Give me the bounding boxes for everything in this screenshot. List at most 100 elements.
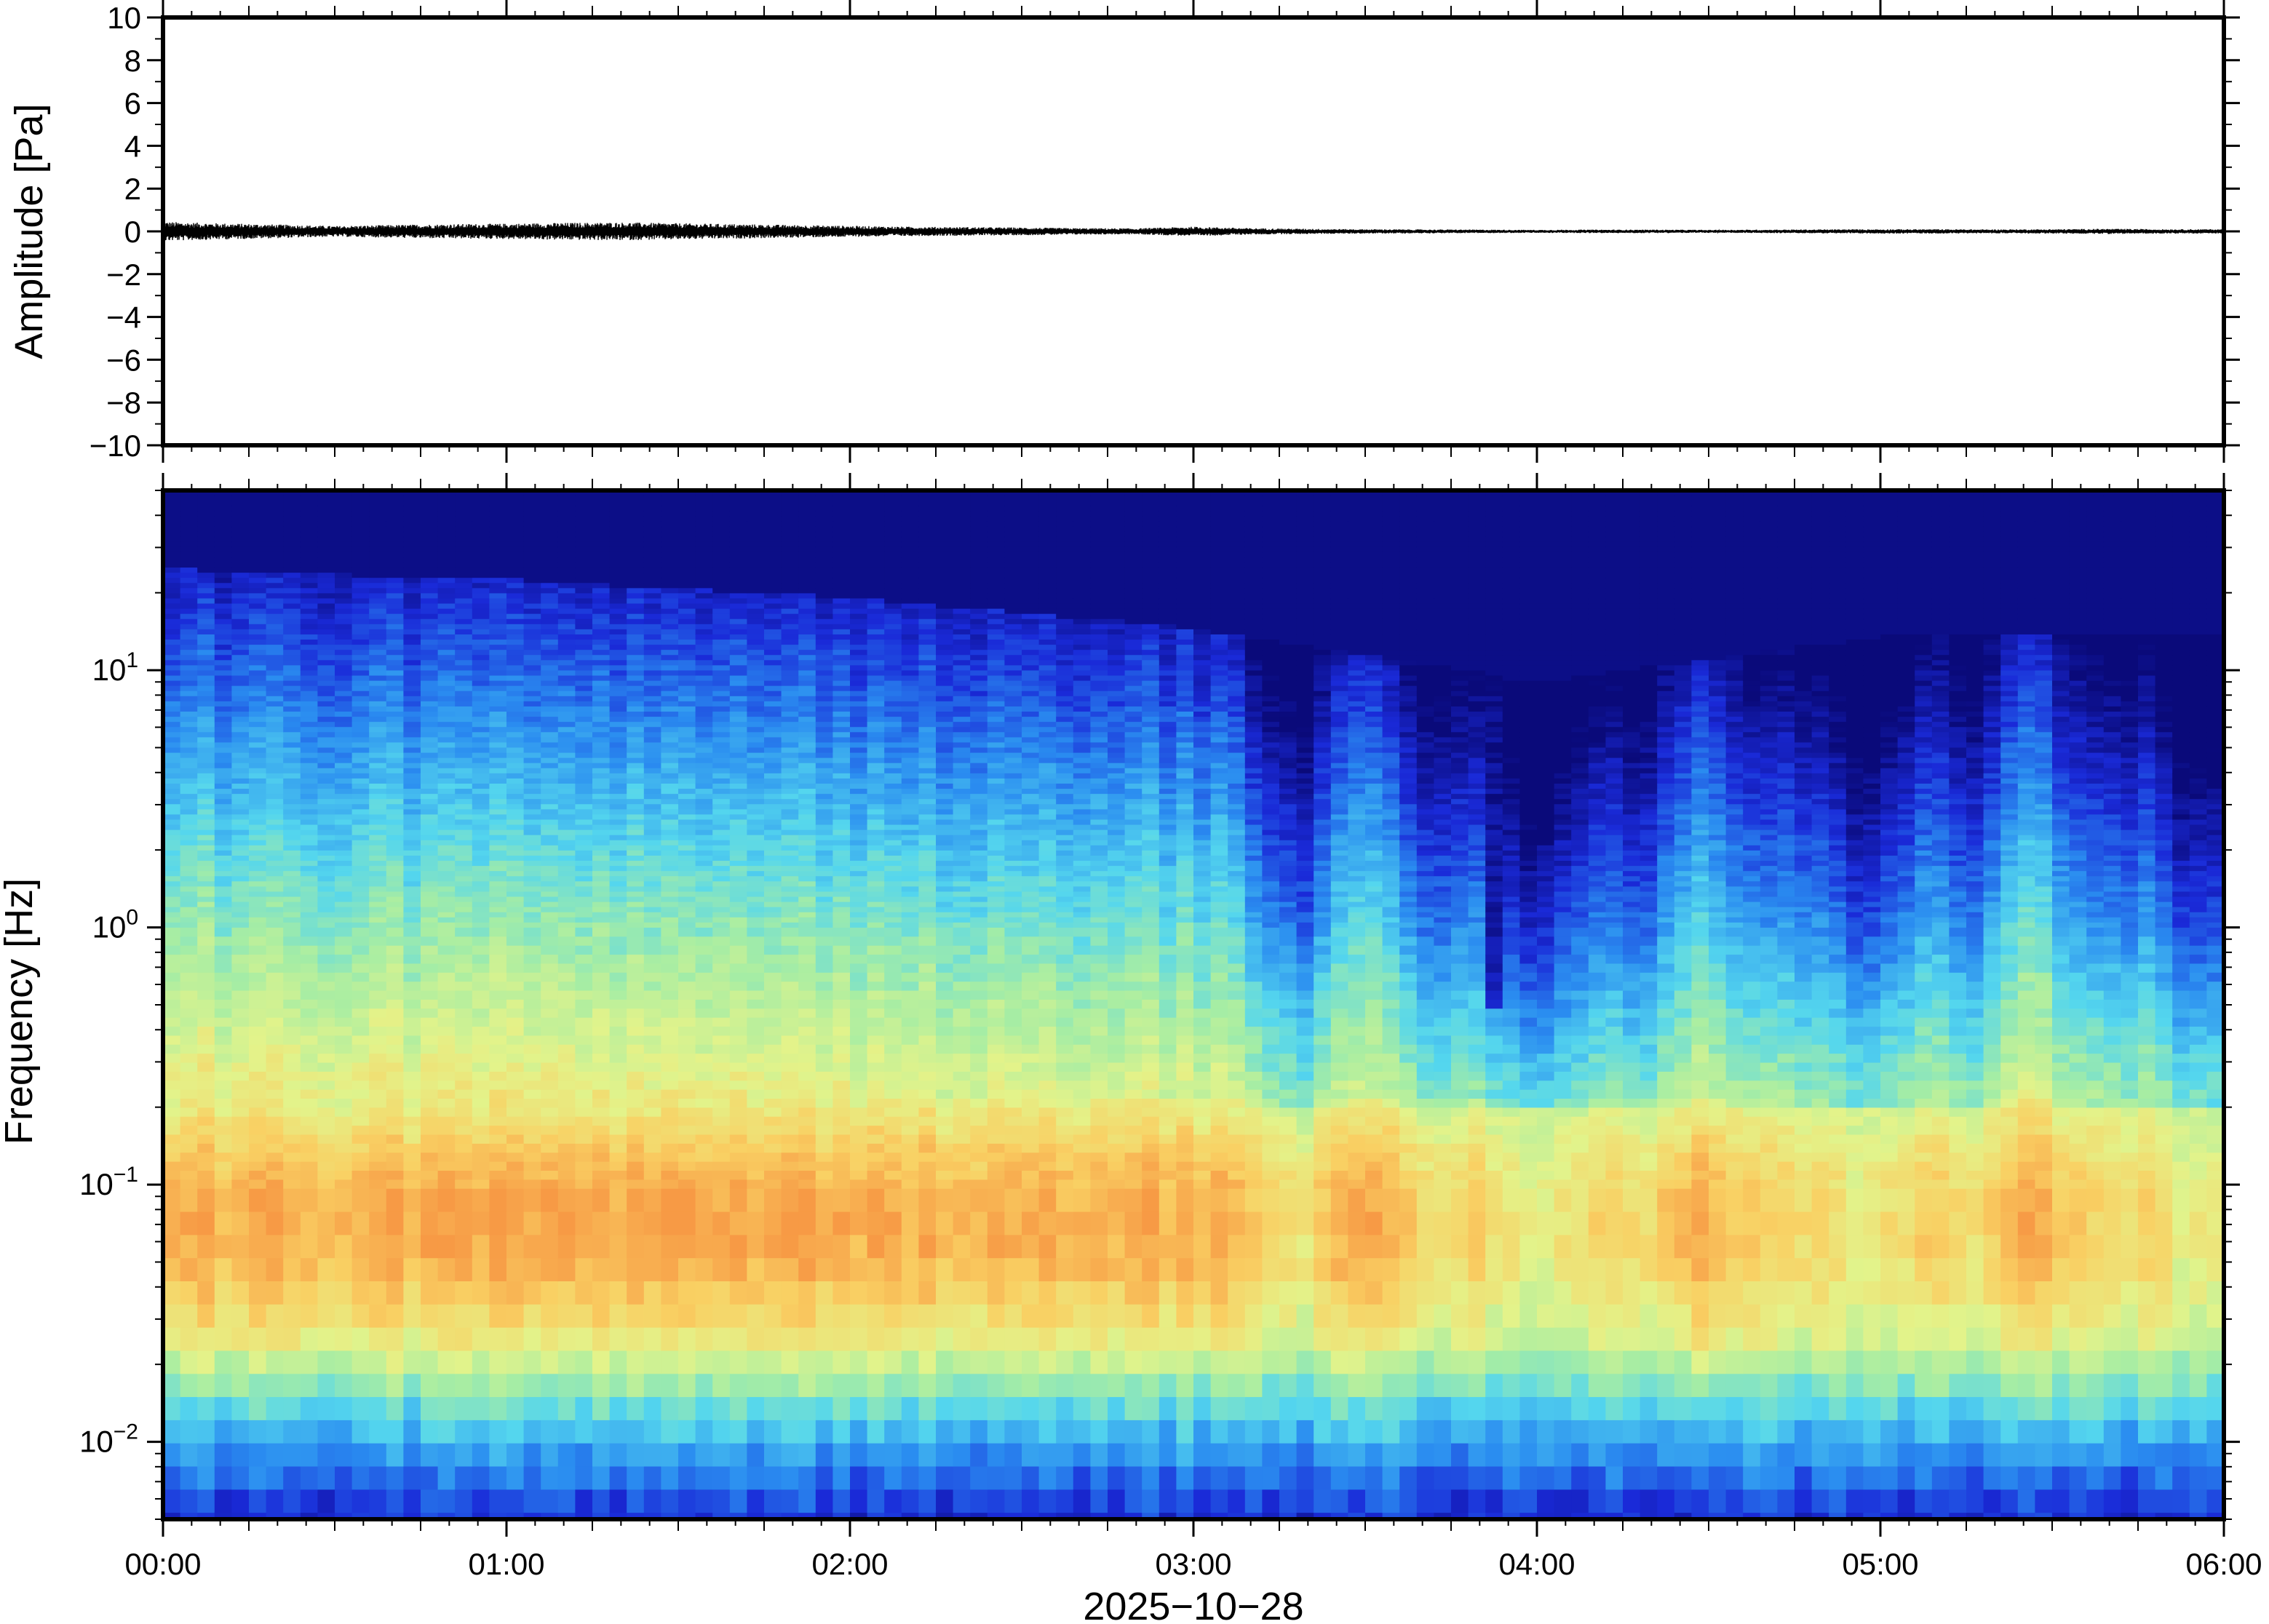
spectrogram-cell xyxy=(283,660,301,666)
spectrogram-cell xyxy=(351,1116,370,1126)
spectrogram-cell xyxy=(695,1054,713,1064)
spectrogram-cell xyxy=(180,778,198,784)
spectrogram-cell xyxy=(437,1099,456,1108)
spectrogram-cell xyxy=(300,531,318,538)
spectrogram-cell xyxy=(472,1513,490,1519)
spectrogram-cell xyxy=(214,1179,232,1190)
spectrogram-cell xyxy=(489,552,507,558)
spectrogram-cell xyxy=(729,562,747,568)
spectrogram-cell xyxy=(403,1107,421,1118)
spectrogram-cell xyxy=(781,794,799,800)
spectrogram-cell xyxy=(609,1420,627,1444)
spectrogram-cell xyxy=(661,907,679,913)
spectrogram-cell xyxy=(678,773,696,779)
spectrogram-cell xyxy=(317,778,335,784)
spectrogram-cell xyxy=(369,907,387,913)
spectrogram-cell xyxy=(764,608,782,615)
spectrogram-cell xyxy=(163,712,181,717)
spectrogram-cell xyxy=(249,1304,267,1329)
spectrogram-cell xyxy=(729,732,747,738)
spectrogram-cell xyxy=(627,763,645,769)
spectrogram-cell xyxy=(317,701,335,707)
spectrogram-cell xyxy=(661,501,679,506)
spectrogram-cell xyxy=(317,675,335,682)
spectrogram-cell xyxy=(163,536,181,543)
spectrogram-cell xyxy=(351,578,370,584)
spectrogram-cell xyxy=(421,907,439,913)
spectrogram-cell xyxy=(455,747,473,754)
spectrogram-cell xyxy=(386,876,404,882)
spectrogram-cell xyxy=(592,1044,611,1054)
spectrogram-cell xyxy=(249,690,267,697)
spectrogram-cell xyxy=(214,799,232,805)
spectrogram-cell xyxy=(489,1258,507,1282)
spectrogram-cell xyxy=(335,701,353,707)
spectrogram-cell xyxy=(557,1179,576,1190)
spectrogram-cell xyxy=(180,685,198,692)
spectrogram-cell xyxy=(557,578,576,584)
spectrogram-cell xyxy=(541,1153,559,1163)
spectrogram-cell xyxy=(643,1188,661,1213)
spectrogram-cell xyxy=(300,1443,318,1468)
spectrogram-cell xyxy=(695,945,713,955)
spectrogram-cell xyxy=(661,881,679,887)
spectrogram-cell xyxy=(557,613,576,620)
spectrogram-cell xyxy=(421,850,439,856)
spectrogram-cell xyxy=(627,1304,645,1329)
spectrogram-cell xyxy=(300,907,318,913)
spectrogram-cell xyxy=(472,861,490,867)
spectrogram-cell xyxy=(180,773,198,779)
spectrogram-cell xyxy=(180,1062,198,1072)
spectrogram-cell xyxy=(541,955,559,965)
spectrogram-cell xyxy=(266,1374,284,1398)
spectrogram-cell xyxy=(249,1035,267,1046)
spectrogram-cell xyxy=(489,690,507,697)
spectrogram-cell xyxy=(455,588,473,594)
spectrogram-cell xyxy=(421,742,439,749)
spectrogram-cell xyxy=(523,717,541,723)
spectrogram-cell xyxy=(472,773,490,779)
spectrogram-cell xyxy=(335,1071,353,1081)
spectrogram-cell xyxy=(506,824,525,831)
spectrogram-cell xyxy=(712,1235,731,1259)
spectrogram-cell xyxy=(575,1179,593,1190)
spectrogram-cell xyxy=(472,495,490,501)
spectrogram-cell xyxy=(214,629,232,635)
spectrogram-cell xyxy=(592,794,611,800)
spectrogram-cell xyxy=(764,737,782,744)
spectrogram-cell xyxy=(523,660,541,666)
spectrogram-cell xyxy=(661,1027,679,1037)
spectrogram-cell xyxy=(609,1062,627,1072)
spectrogram-cell xyxy=(643,1099,661,1108)
spectrogram-cell xyxy=(609,824,627,831)
spectrogram-cell xyxy=(283,855,301,861)
spectrogram-cell xyxy=(437,1116,456,1126)
spectrogram-cell xyxy=(781,778,799,784)
spectrogram-cell xyxy=(437,634,456,640)
spectrogram-cell xyxy=(506,1171,525,1180)
spectrogram-cell xyxy=(764,722,782,728)
spectrogram-cell xyxy=(214,696,232,702)
spectrogram-cell xyxy=(643,490,661,496)
spectrogram-cell xyxy=(609,583,627,589)
spectrogram-cell xyxy=(335,824,353,831)
spectrogram-cell xyxy=(231,690,250,697)
spectrogram-cell xyxy=(781,690,799,697)
spectrogram-cell xyxy=(678,506,696,512)
spectrogram-cell xyxy=(403,1161,421,1171)
spectrogram-cell xyxy=(283,546,301,553)
spectrogram-cell xyxy=(283,1116,301,1126)
spectrogram-cell xyxy=(317,783,335,789)
spectrogram-cell xyxy=(643,670,661,677)
spectrogram-cell xyxy=(283,598,301,605)
spectrogram-cell xyxy=(627,982,645,992)
spectrogram-cell xyxy=(214,850,232,856)
spectrogram-cell xyxy=(592,573,611,578)
spectrogram-cell xyxy=(403,665,421,672)
spectrogram-cell xyxy=(575,850,593,856)
spectrogram-cell xyxy=(712,747,731,754)
spectrogram-cell xyxy=(214,809,232,816)
spectrogram-cell xyxy=(283,1466,301,1490)
spectrogram-cell xyxy=(764,972,782,982)
